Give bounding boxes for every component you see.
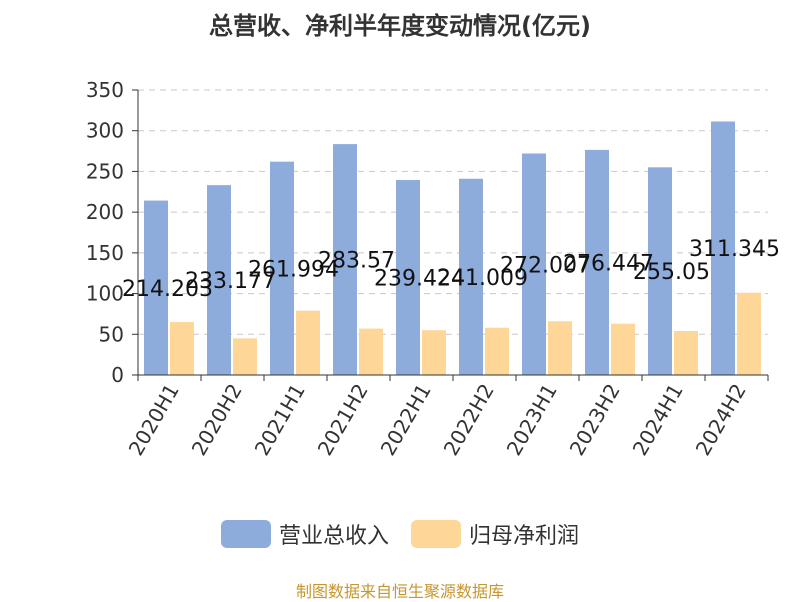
bar-net-profit-2021H2: [359, 328, 383, 375]
x-tick-label: 2021H1: [250, 380, 310, 460]
x-tick-label: 2023H1: [502, 380, 562, 460]
data-label-revenue-2023H1: 272.007: [500, 253, 591, 278]
legend-swatch-net-profit: [411, 520, 461, 548]
bar-revenue-2024H1: [648, 167, 672, 375]
bar-revenue-2022H1: [396, 180, 420, 375]
data-label-revenue-2022H2: 241.009: [437, 266, 528, 291]
legend-item-revenue[interactable]: 营业总收入: [220, 518, 389, 550]
bar-net-profit-2023H1: [548, 321, 572, 375]
y-tick-label: 200: [86, 200, 124, 224]
x-tick-label: 2020H1: [124, 380, 184, 460]
x-tick-label: 2020H2: [187, 380, 247, 460]
grid-lines: [138, 89, 768, 335]
legend-swatch-revenue: [220, 520, 271, 548]
legend-label-net-profit: 归母净利润: [469, 524, 580, 549]
bar-revenue-2021H1: [270, 161, 294, 375]
data-label-revenue-2020H1: 214.203: [122, 277, 213, 302]
data-labels: 214.203233.177261.994283.57239.424241.00…: [122, 237, 780, 302]
legend-label-revenue: 营业总收入: [278, 524, 389, 549]
bar-net-profit-2021H1: [296, 310, 320, 375]
x-tick-label: 2022H2: [439, 380, 499, 460]
bar-revenue-2020H2: [207, 185, 231, 375]
legend-item-net-profit[interactable]: 归母净利润: [411, 518, 579, 550]
data-label-revenue-2021H2: 283.57: [318, 249, 395, 274]
y-tick-label: 150: [86, 241, 124, 265]
bar-net-profit-2024H2: [737, 292, 761, 375]
bar-net-profit-2020H1: [170, 322, 194, 375]
y-tick-label: 300: [86, 119, 124, 143]
x-tick-label: 2023H2: [565, 380, 625, 460]
y-tick-label: 250: [86, 159, 124, 183]
bar-revenue-2020H1: [144, 200, 168, 375]
bar-net-profit-2024H1: [674, 331, 698, 375]
data-label-revenue-2020H2: 233.177: [185, 269, 276, 294]
data-label-revenue-2024H1: 255.05: [633, 260, 710, 285]
bar-revenue-2022H2: [459, 178, 483, 375]
y-tick-label: 50: [99, 322, 124, 346]
legend: 营业总收入 归母净利润: [0, 518, 800, 550]
bar-revenue-2024H2: [711, 121, 735, 375]
bar-revenue-2023H2: [585, 149, 609, 375]
bars: [144, 121, 761, 375]
y-tick-label: 100: [86, 282, 124, 306]
y-tick-label: 0: [111, 363, 124, 387]
chart-title: 总营收、净利半年度变动情况(亿元): [209, 12, 591, 40]
x-tick-label: 2021H2: [313, 380, 373, 460]
bar-net-profit-2020H2: [233, 338, 257, 375]
x-tick-label: 2024H2: [691, 380, 751, 460]
bar-net-profit-2022H1: [422, 330, 446, 375]
bar-revenue-2023H1: [522, 153, 546, 375]
data-label-revenue-2021H1: 261.994: [248, 257, 339, 282]
bar-net-profit-2023H2: [611, 323, 635, 375]
data-label-revenue-2023H2: 276.447: [563, 251, 654, 276]
x-tick-label: 2024H1: [628, 380, 688, 460]
x-tick-label: 2022H1: [376, 380, 436, 460]
bar-net-profit-2022H2: [485, 327, 509, 375]
bar-revenue-2021H2: [333, 144, 357, 375]
data-label-revenue-2024H2: 311.345: [689, 237, 780, 262]
data-label-revenue-2022H1: 239.424: [374, 267, 465, 292]
source-note: 制图数据来自恒生聚源数据库: [295, 582, 504, 601]
y-tick-label: 350: [86, 78, 124, 102]
